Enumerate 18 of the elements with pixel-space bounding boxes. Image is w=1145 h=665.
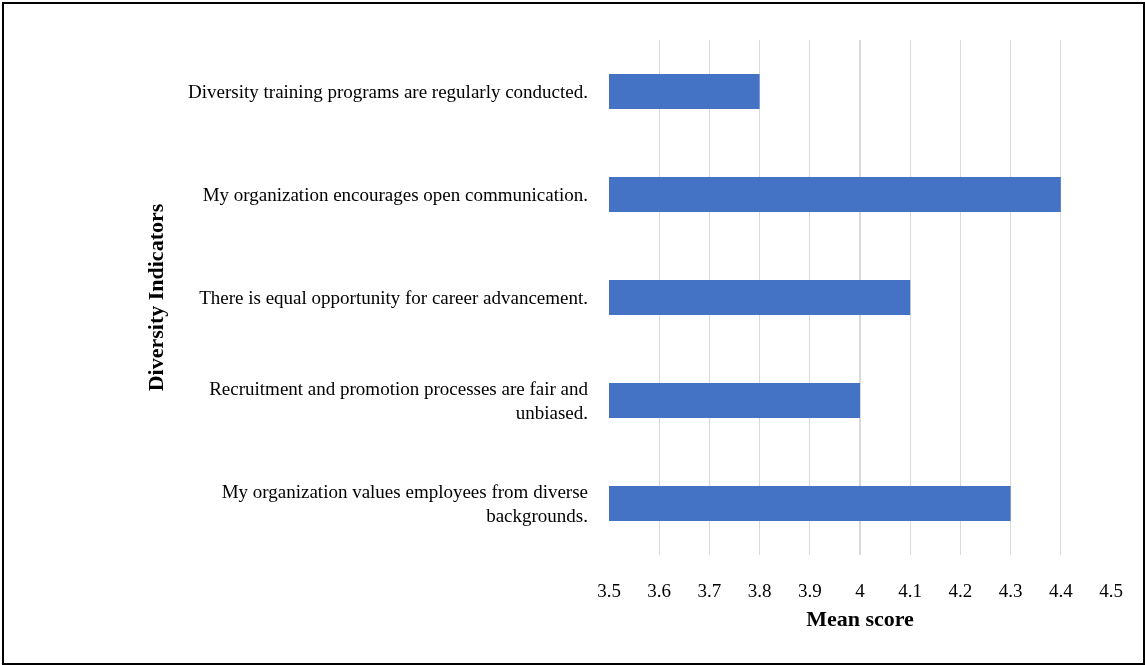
- x-tick-label: 4.1: [898, 580, 923, 601]
- x-tick-label: 3.6: [647, 580, 672, 601]
- y-tick-label: Diversity training programs are regularly conducted.: [188, 81, 588, 103]
- y-tick-label: My organization encourages open communication.: [202, 184, 588, 206]
- y-axis-title: Diversity Indicators: [142, 203, 168, 392]
- y-tick-label: My organization values employees from diverse backgrounds.: [221, 480, 588, 527]
- x-tick-label: 3.5: [597, 580, 621, 601]
- x-axis-title: Mean score: [806, 605, 915, 631]
- y-tick-label: There is equal opportunity for career advancement.: [199, 287, 588, 309]
- y-tick-label: Recruitment and promotion processes are fair and unbiased.: [209, 377, 589, 424]
- x-tick-label: 4.3: [998, 580, 1023, 601]
- x-tick-label: 3.7: [697, 580, 722, 601]
- x-tick-label: 4.5: [1099, 580, 1123, 601]
- x-tick-label: 3.8: [747, 580, 772, 601]
- x-tick-label: 3.9: [797, 580, 822, 601]
- x-tick-label: 4.2: [948, 580, 973, 601]
- x-tick-label: 4: [855, 580, 866, 601]
- x-tick-label: 4.4: [1048, 580, 1074, 601]
